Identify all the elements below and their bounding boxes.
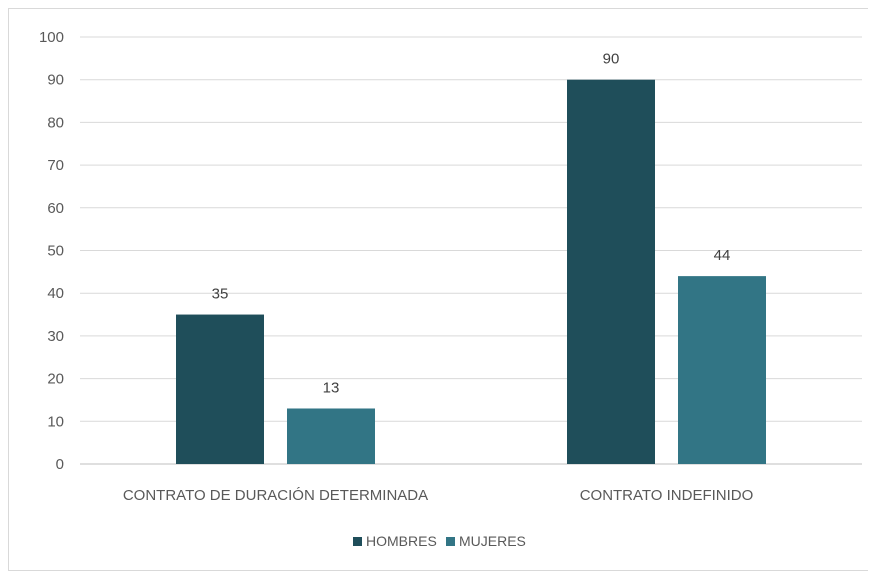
bars xyxy=(176,79,766,464)
x-axis-categories: CONTRATO DE DURACIÓN DETERMINADA CONTRATO… xyxy=(123,487,753,504)
y-tick-label: 50 xyxy=(47,243,64,260)
legend-swatch-hombres xyxy=(353,537,362,546)
y-tick-label: 70 xyxy=(47,157,64,174)
data-label: 44 xyxy=(714,247,731,264)
y-tick-label: 30 xyxy=(47,328,64,345)
data-labels: 35 13 90 44 xyxy=(212,51,731,397)
y-tick-label: 60 xyxy=(47,200,64,217)
legend-label-hombres: HOMBRES xyxy=(366,533,437,549)
y-tick-label: 10 xyxy=(47,413,64,430)
bar-mujeres xyxy=(287,408,375,464)
y-tick-label: 0 xyxy=(56,456,64,473)
x-category-label: CONTRATO INDEFINIDO xyxy=(580,487,754,504)
y-tick-label: 100 xyxy=(39,29,64,46)
x-category-label: CONTRATO DE DURACIÓN DETERMINADA xyxy=(123,487,428,504)
y-tick-label: 20 xyxy=(47,371,64,388)
bar-hombres xyxy=(176,314,264,464)
bar-mujeres xyxy=(678,276,766,464)
legend: HOMBRES MUJERES xyxy=(353,533,526,549)
legend-swatch-mujeres xyxy=(446,537,455,546)
data-label: 35 xyxy=(212,286,229,303)
y-tick-label: 90 xyxy=(47,72,64,89)
data-label: 13 xyxy=(323,379,340,396)
y-axis-ticks: 0 10 20 30 40 50 60 70 80 90 100 xyxy=(39,29,64,473)
data-label: 90 xyxy=(603,51,620,68)
y-tick-label: 80 xyxy=(47,114,64,131)
legend-label-mujeres: MUJERES xyxy=(459,533,526,549)
bar-hombres xyxy=(567,79,655,464)
y-tick-label: 40 xyxy=(47,285,64,302)
